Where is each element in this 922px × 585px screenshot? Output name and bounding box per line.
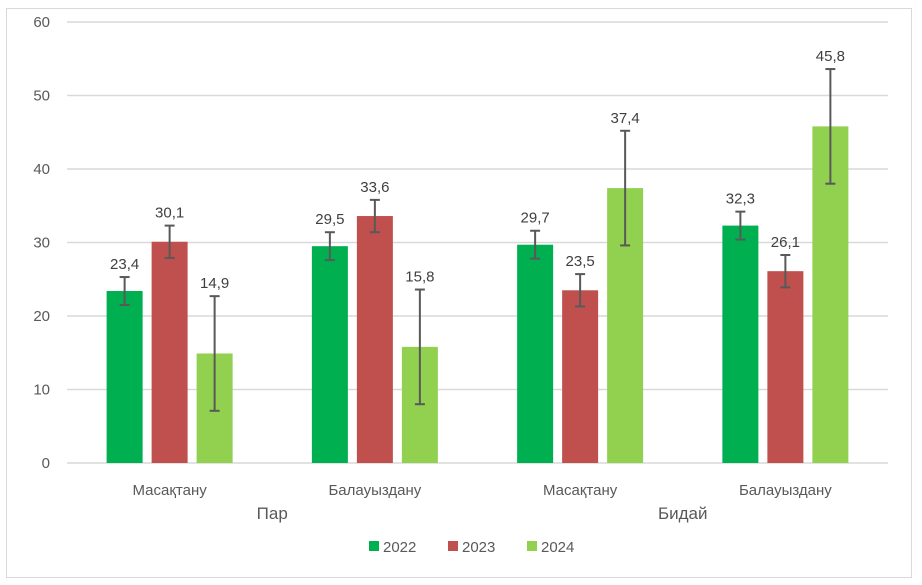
y-tick-label-30: 30 — [33, 235, 50, 252]
x-category-label-0: Масақтану — [133, 482, 208, 499]
bar-2023-1 — [356, 216, 393, 463]
data-label-2024-3: 45,8 — [816, 48, 845, 65]
legend-label-2024: 2024 — [541, 539, 574, 556]
data-label-2024-0: 14,9 — [200, 275, 229, 292]
legend-swatch-2024 — [527, 541, 537, 551]
y-tick-label-20: 20 — [33, 308, 50, 325]
x-axis-category-labels: Масақтану Балауыздану Масақтану Балауыздану — [133, 482, 833, 499]
data-label-2022-2: 29,7 — [521, 210, 550, 227]
legend-swatch-2023 — [448, 541, 458, 551]
x-category-label-2: Масақтану — [543, 482, 618, 499]
gridlines — [67, 21, 888, 464]
y-tick-label-0: 0 — [42, 455, 50, 472]
bar-2023-0 — [151, 241, 188, 463]
data-label-2023-1: 33,6 — [360, 179, 389, 196]
data-label-2024-2: 37,4 — [611, 110, 640, 127]
data-label-2022-0: 23,4 — [110, 256, 139, 273]
bar-2022-3 — [722, 225, 759, 463]
bar-2022-0 — [106, 291, 143, 463]
x-category-label-3: Балауыздану — [739, 482, 832, 499]
data-label-2022-3: 32,3 — [726, 191, 755, 208]
data-label-2023-0: 30,1 — [155, 205, 184, 222]
x-category-label-1: Балауыздану — [328, 482, 421, 499]
error-bars — [119, 68, 836, 412]
bar-2023-3 — [767, 271, 804, 463]
y-tick-label-10: 10 — [33, 382, 50, 399]
data-label-2024-1: 15,8 — [405, 269, 434, 286]
bar-2022-1 — [311, 246, 348, 463]
data-label-2022-1: 29,5 — [315, 211, 344, 228]
bars — [106, 126, 849, 464]
legend-label-2022: 2022 — [383, 539, 416, 556]
x-group-label-1: Бидай — [658, 504, 708, 523]
legend-label-2023: 2023 — [462, 539, 495, 556]
y-tick-label-60: 60 — [33, 14, 50, 31]
legend-swatch-2022 — [369, 541, 379, 551]
x-group-label-0: Пар — [257, 504, 288, 523]
data-labels: 23,4 29,5 29,7 32,3 30,1 33,6 23,5 26,1 14,9 15,8… — [110, 48, 845, 292]
x-axis-group-labels: Пар Бидай — [257, 504, 708, 523]
data-label-2023-3: 26,1 — [771, 234, 800, 251]
y-tick-label-50: 50 — [33, 88, 50, 105]
y-tick-label-40: 40 — [33, 161, 50, 178]
legend: 2022 2023 2024 — [369, 539, 574, 556]
y-axis-ticks: 0 10 20 30 40 50 60 — [33, 14, 50, 472]
bar-2023-2 — [562, 290, 599, 463]
bar-2022-2 — [517, 244, 554, 463]
data-label-2023-2: 23,5 — [566, 253, 595, 270]
